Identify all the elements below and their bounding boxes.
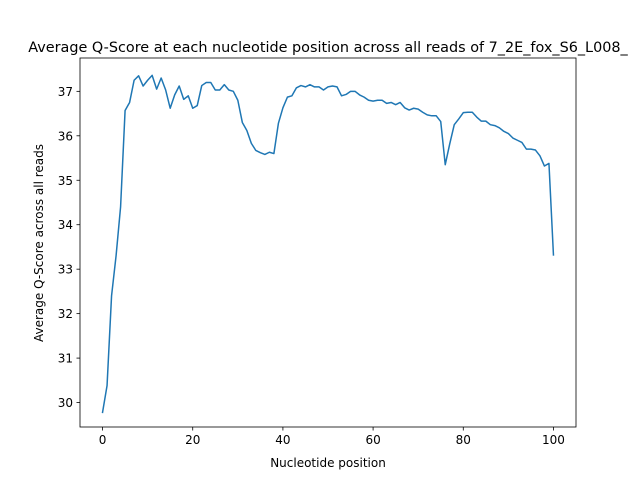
plot-area bbox=[79, 57, 577, 428]
y-tick-label: 33 bbox=[58, 263, 73, 277]
x-axis: 0 20 40 60 80 100 bbox=[99, 427, 565, 447]
y-tick-label: 31 bbox=[58, 352, 73, 366]
y-tick-label: 30 bbox=[58, 396, 73, 410]
x-tick-label: 0 bbox=[99, 433, 107, 447]
y-tick-label: 35 bbox=[58, 174, 73, 188]
x-tick-label: 60 bbox=[365, 433, 380, 447]
x-axis-label: Nucleotide position bbox=[270, 456, 386, 470]
chart-title: Average Q-Score at each nucleotide posit… bbox=[28, 40, 628, 56]
x-tick-label: 80 bbox=[456, 433, 471, 447]
y-axis-label: Average Q-Score across all reads bbox=[32, 144, 46, 342]
x-tick-label: 40 bbox=[275, 433, 290, 447]
y-tick-label: 36 bbox=[58, 129, 73, 143]
y-tick-label: 32 bbox=[58, 307, 73, 321]
plot-frame bbox=[79, 57, 577, 428]
x-tick-label: 100 bbox=[542, 433, 565, 447]
y-axis: 30 31 32 33 34 35 36 37 bbox=[58, 85, 80, 410]
series-line bbox=[101, 74, 555, 414]
y-tick-label: 34 bbox=[58, 218, 73, 232]
x-tick-label: 20 bbox=[185, 433, 200, 447]
y-tick-label: 37 bbox=[58, 85, 73, 99]
